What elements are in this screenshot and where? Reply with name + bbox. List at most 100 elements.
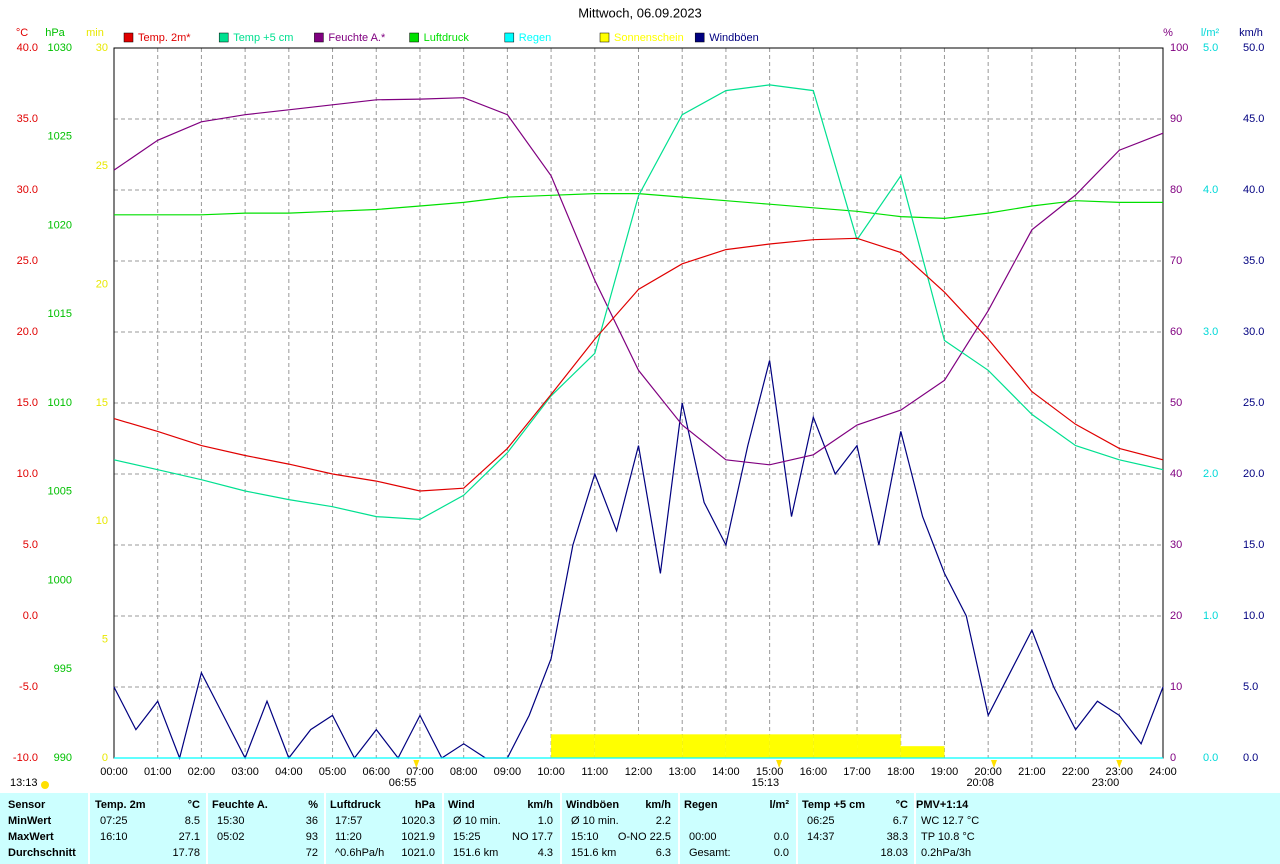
header-unit: °C <box>895 799 908 811</box>
cell-text: Ø 10 min. <box>453 815 501 827</box>
y-tick-label: 35.0 <box>17 113 38 125</box>
legend-swatch <box>409 32 419 43</box>
cell-value: 1021.9 <box>401 831 435 843</box>
column-separator <box>442 793 444 864</box>
y-tick-label: -5.0 <box>19 681 38 693</box>
cell-value: 17.78 <box>172 847 200 859</box>
series-line <box>113 237 1164 492</box>
header-cell: Wind <box>448 799 475 811</box>
cell-value: 36 <box>305 815 318 827</box>
x-tick-label: 15:00 <box>756 766 784 778</box>
header-cell: Regen <box>684 799 718 811</box>
x-tick-label: 13:00 <box>668 766 696 778</box>
cell-text: 05:02 <box>217 831 245 843</box>
annotation-label: 20:08 <box>966 777 994 789</box>
y-tick-label: 90 <box>1170 113 1182 125</box>
cell-value: 1021.0 <box>401 847 435 859</box>
y-tick-label: 1.0 <box>1203 610 1218 622</box>
cell-text: TP 10.8 °C <box>921 831 975 843</box>
axis-label: km/h <box>1239 27 1263 39</box>
legend-swatch <box>599 32 610 43</box>
header-cell: PMV+1:14 <box>916 799 969 811</box>
y-tick-label: 80 <box>1170 184 1182 196</box>
legend-swatch <box>694 32 705 43</box>
y-tick-label: 50.0 <box>1243 42 1264 54</box>
x-tick-label: 10:00 <box>537 766 565 778</box>
sun-bar <box>900 746 945 758</box>
header-cell: Luftdruck <box>330 799 381 811</box>
y-tick-label: 70 <box>1170 255 1182 267</box>
x-tick-label: 24:00 <box>1149 766 1177 778</box>
y-tick-label: 40.0 <box>17 42 38 54</box>
cell-text: 07:25 <box>100 815 128 827</box>
cell-value: 6.7 <box>892 815 908 827</box>
y-tick-label: -10.0 <box>13 752 38 764</box>
y-tick-label: 0.0 <box>23 610 38 622</box>
legend-label: Regen <box>519 32 551 44</box>
legend-label: Luftdruck <box>424 32 470 44</box>
y-tick-label: 1020 <box>48 219 72 231</box>
header-cell: Windböen <box>566 799 620 811</box>
legend-swatch <box>504 32 515 43</box>
x-tick-label: 21:00 <box>1018 766 1046 778</box>
cell-value: 1020.3 <box>401 815 435 827</box>
header-unit: °C <box>187 799 200 811</box>
y-tick-label: 20.0 <box>17 326 38 338</box>
y-tick-label: 30.0 <box>17 184 38 196</box>
axis-label: % <box>1163 27 1173 39</box>
cell-text: 16:10 <box>100 831 128 843</box>
header-unit: % <box>308 799 318 811</box>
cell-text: 151.6 km <box>453 847 499 859</box>
cell-text: 15:30 <box>217 815 245 827</box>
column-separator <box>796 793 798 864</box>
chart-title: Mittwoch, 06.09.2023 <box>578 5 702 20</box>
cell-value: 93 <box>305 831 318 843</box>
y-tick-label: 25.0 <box>1243 397 1264 409</box>
annotation-label: 15:13 <box>752 777 780 789</box>
x-tick-label: 01:00 <box>144 766 172 778</box>
cell-text: 00:00 <box>689 831 717 843</box>
header-unit: km/h <box>527 799 553 811</box>
y-tick-label: 2.0 <box>1203 468 1218 480</box>
x-tick-label: 02:00 <box>188 766 216 778</box>
row-label: MinWert <box>8 815 52 827</box>
sun-bar <box>638 734 683 758</box>
column-separator <box>914 793 916 864</box>
axis-label: °C <box>16 27 28 39</box>
x-tick-label: 12:00 <box>625 766 653 778</box>
cell-text: 14:37 <box>807 831 835 843</box>
x-tick-label: 05:00 <box>319 766 347 778</box>
cell-value: 27.1 <box>178 831 200 843</box>
sun-bar <box>594 734 639 758</box>
y-tick-label: 990 <box>54 752 72 764</box>
y-tick-label: 1015 <box>48 308 72 320</box>
y-tick-label: 35.0 <box>1243 255 1264 267</box>
annotation-label: 13:13 <box>10 777 38 789</box>
y-tick-label: 10.0 <box>1243 610 1264 622</box>
cell-value: 1.0 <box>537 815 553 827</box>
y-tick-label: 25.0 <box>17 255 38 267</box>
y-tick-label: 1010 <box>48 397 72 409</box>
cell-text: 151.6 km <box>571 847 617 859</box>
y-tick-label: 40 <box>1170 468 1182 480</box>
cell-text: 15:10 <box>571 831 599 843</box>
x-tick-label: 08:00 <box>450 766 478 778</box>
legend-label: Temp. 2m* <box>138 32 191 44</box>
y-tick-label: 0 <box>1170 752 1176 764</box>
cell-value: O-NO 22.5 <box>617 831 671 843</box>
y-tick-label: 10.0 <box>17 468 38 480</box>
summary-table: Sensor Temp. 2m °C Feuchte A.% Luftdruck hPa W… <box>0 793 1280 864</box>
cell-text: 15:25 <box>453 831 481 843</box>
series-line <box>113 97 1164 466</box>
cell-text: Ø 10 min. <box>571 815 619 827</box>
header-unit: hPa <box>414 799 435 811</box>
column-separator <box>324 793 326 864</box>
cell-text: 11:20 <box>335 831 362 843</box>
x-tick-label: 04:00 <box>275 766 303 778</box>
sun-bar <box>682 734 726 758</box>
legend-swatch <box>123 32 134 43</box>
sun-bar <box>813 734 858 758</box>
cell-text: ^0.6hPa/h <box>335 847 385 859</box>
y-tick-label: 1000 <box>48 574 72 586</box>
